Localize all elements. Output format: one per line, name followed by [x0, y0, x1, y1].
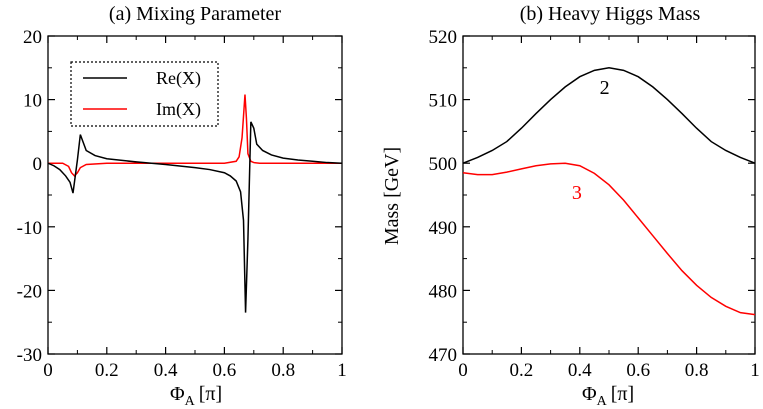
panel-a-xlabel-sub: A: [185, 394, 196, 409]
series-line-2: [462, 67, 756, 164]
panel-b-ylabel: Mass [GeV]: [381, 147, 403, 245]
y-tick-label: 470: [429, 345, 458, 366]
legend: Re(X) Im(X): [70, 61, 219, 127]
panel-b-xlabel-sub: A: [597, 394, 608, 409]
legend-label-re: Re(X): [156, 68, 201, 89]
x-tick-label: 0.4: [154, 360, 178, 381]
panel-heavy-higgs-mass: (b) Heavy Higgs Mass 0 0.2 0.4 0.6 0.8 1 470 48…: [381, 3, 760, 409]
y-tick-label: 500: [429, 154, 458, 175]
y-tick-label: 0: [33, 154, 43, 175]
y-tick-label: 510: [429, 91, 458, 112]
y-tick-label: -20: [17, 281, 42, 302]
curve-label-3: 3: [572, 182, 582, 204]
panel-b-title: (b) Heavy Higgs Mass: [520, 3, 701, 25]
x-tick-label: 0.4: [568, 360, 592, 381]
series-line-im-x: [48, 94, 342, 178]
x-tick-label: 1: [750, 360, 760, 381]
x-tick-label: 0.8: [685, 360, 709, 381]
x-tick-label: 0.2: [95, 360, 119, 381]
x-tick-label: 0: [458, 360, 468, 381]
y-tick-label: -30: [17, 345, 42, 366]
panel-mixing-parameter: (a) Mixing Parameter 0 0.2 0.4 0.6 0.8 1 -30 -2…: [17, 3, 347, 409]
curve-label-2: 2: [600, 77, 610, 99]
y-tick-label: 480: [429, 281, 458, 302]
x-tick-label: 0: [43, 360, 53, 381]
x-tick-label: 0.2: [510, 360, 534, 381]
series-line-3: [462, 162, 756, 316]
y-tick-label: 10: [23, 91, 42, 112]
panel-a-xlabel: ΦA [π]: [170, 383, 222, 409]
panel-a-title: (a) Mixing Parameter: [109, 3, 281, 25]
panel-b-xlabel: ΦA [π]: [582, 383, 634, 409]
panel-a-xlabel-phi: Φ: [170, 383, 185, 405]
y-tick-label: 20: [23, 27, 42, 48]
panel-b-xlabel-unit: [π]: [611, 383, 634, 405]
x-tick-label: 0.8: [271, 360, 295, 381]
panel-b-xlabel-phi: Φ: [582, 383, 597, 405]
legend-box: [70, 61, 219, 127]
y-tick-label: 520: [429, 27, 458, 48]
x-tick-label: 0.6: [213, 360, 237, 381]
y-tick-label: 490: [429, 218, 458, 239]
y-tick-label: -10: [17, 218, 42, 239]
legend-label-im: Im(X): [156, 99, 201, 120]
x-tick-label: 1: [337, 360, 347, 381]
panel-a-xlabel-unit: [π]: [199, 383, 222, 405]
x-tick-label: 0.6: [626, 360, 650, 381]
series-line-re-x: [47, 121, 343, 313]
